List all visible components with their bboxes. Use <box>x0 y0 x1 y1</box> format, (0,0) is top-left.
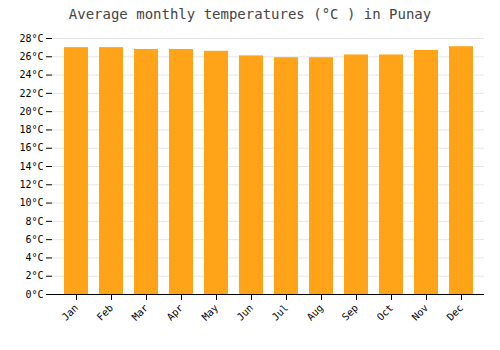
svg-text:May: May <box>200 302 221 323</box>
svg-text:8°C: 8°C <box>25 216 43 227</box>
svg-text:2°C: 2°C <box>25 270 43 281</box>
svg-text:26°C: 26°C <box>19 51 43 62</box>
svg-text:Aug: Aug <box>305 302 326 323</box>
svg-text:Nov: Nov <box>410 302 431 323</box>
svg-text:Oct: Oct <box>375 302 396 323</box>
svg-text:Jan: Jan <box>60 302 81 323</box>
svg-text:20°C: 20°C <box>19 106 43 117</box>
svg-text:6°C: 6°C <box>25 234 43 245</box>
svg-text:16°C: 16°C <box>19 142 43 153</box>
svg-text:24°C: 24°C <box>19 69 43 80</box>
svg-text:Feb: Feb <box>95 302 116 323</box>
svg-text:Apr: Apr <box>165 302 186 323</box>
svg-text:28°C: 28°C <box>19 33 43 44</box>
html-text:Average monthly temperatures (: Average monthly temperatures (°C ) in Pu… <box>68 6 432 22</box>
svg-text:0°C: 0°C <box>25 289 43 300</box>
svg-text:22°C: 22°C <box>19 88 43 99</box>
svg-text:Dec: Dec <box>445 302 466 323</box>
svg-text:Jun: Jun <box>235 302 256 323</box>
svg-text:4°C: 4°C <box>25 252 43 263</box>
svg-text:18°C: 18°C <box>19 124 43 135</box>
svg-text:10°C: 10°C <box>19 197 43 208</box>
svg-text:Sep: Sep <box>340 302 361 323</box>
svg-text:Mar: Mar <box>130 302 151 323</box>
svg-text:14°C: 14°C <box>19 161 43 172</box>
svg-text:Jul: Jul <box>270 302 291 323</box>
svg-text:12°C: 12°C <box>19 179 43 190</box>
